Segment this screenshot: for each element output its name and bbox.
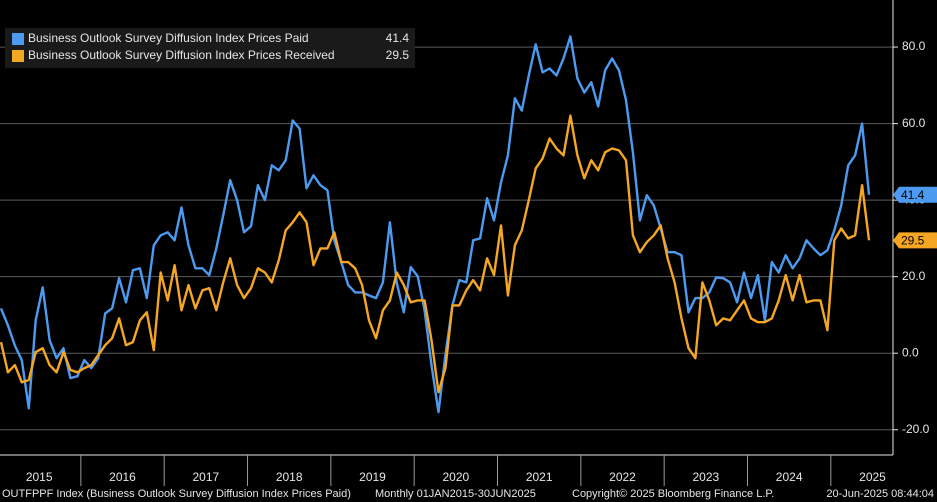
x-tick-label: 2024 xyxy=(776,470,803,484)
y-tick-label: 60.0 xyxy=(902,116,926,130)
legend-box xyxy=(5,28,415,68)
last-value-label: 29.5 xyxy=(901,233,925,247)
legend-value: 41.4 xyxy=(386,31,410,45)
footer-ticker: OUTFPPF Index (Business Outlook Survey D… xyxy=(2,488,351,500)
x-tick-label: 2025 xyxy=(859,470,886,484)
last-value-tag xyxy=(893,232,937,249)
y-tick-label: 20.0 xyxy=(902,269,926,283)
x-tick-label: 2016 xyxy=(109,470,136,484)
last-value-tag xyxy=(893,186,937,203)
y-tick-label: -20.0 xyxy=(902,422,930,436)
last-value-label: 41.4 xyxy=(901,188,925,202)
legend-label: Business Outlook Survey Diffusion Index … xyxy=(28,48,335,62)
legend-value: 29.5 xyxy=(386,48,410,62)
x-tick-label: 2015 xyxy=(26,470,53,484)
x-tick-label: 2021 xyxy=(526,470,553,484)
footer-range: Monthly 01JAN2015-30JUN2025 xyxy=(375,488,536,500)
series-line xyxy=(0,114,871,394)
series-line xyxy=(0,35,871,414)
x-tick-label: 2019 xyxy=(359,470,386,484)
x-tick-label: 2023 xyxy=(692,470,719,484)
y-tick-label: 0.0 xyxy=(902,345,919,359)
x-tick-label: 2017 xyxy=(193,470,220,484)
y-tick-label: 80.0 xyxy=(902,39,926,53)
x-tick-label: 2018 xyxy=(276,470,303,484)
legend-label: Business Outlook Survey Diffusion Index … xyxy=(28,31,309,45)
legend-swatch xyxy=(12,50,24,62)
footer-copyright: Copyright© 2025 Bloomberg Finance L.P. xyxy=(572,488,774,500)
footer-date: 20-Jun-2025 08:44:04 xyxy=(826,488,934,500)
x-tick-label: 2022 xyxy=(609,470,636,484)
x-tick-label: 2020 xyxy=(442,470,469,484)
legend-swatch xyxy=(12,33,24,45)
legend: Business Outlook Survey Diffusion Index … xyxy=(5,28,415,68)
